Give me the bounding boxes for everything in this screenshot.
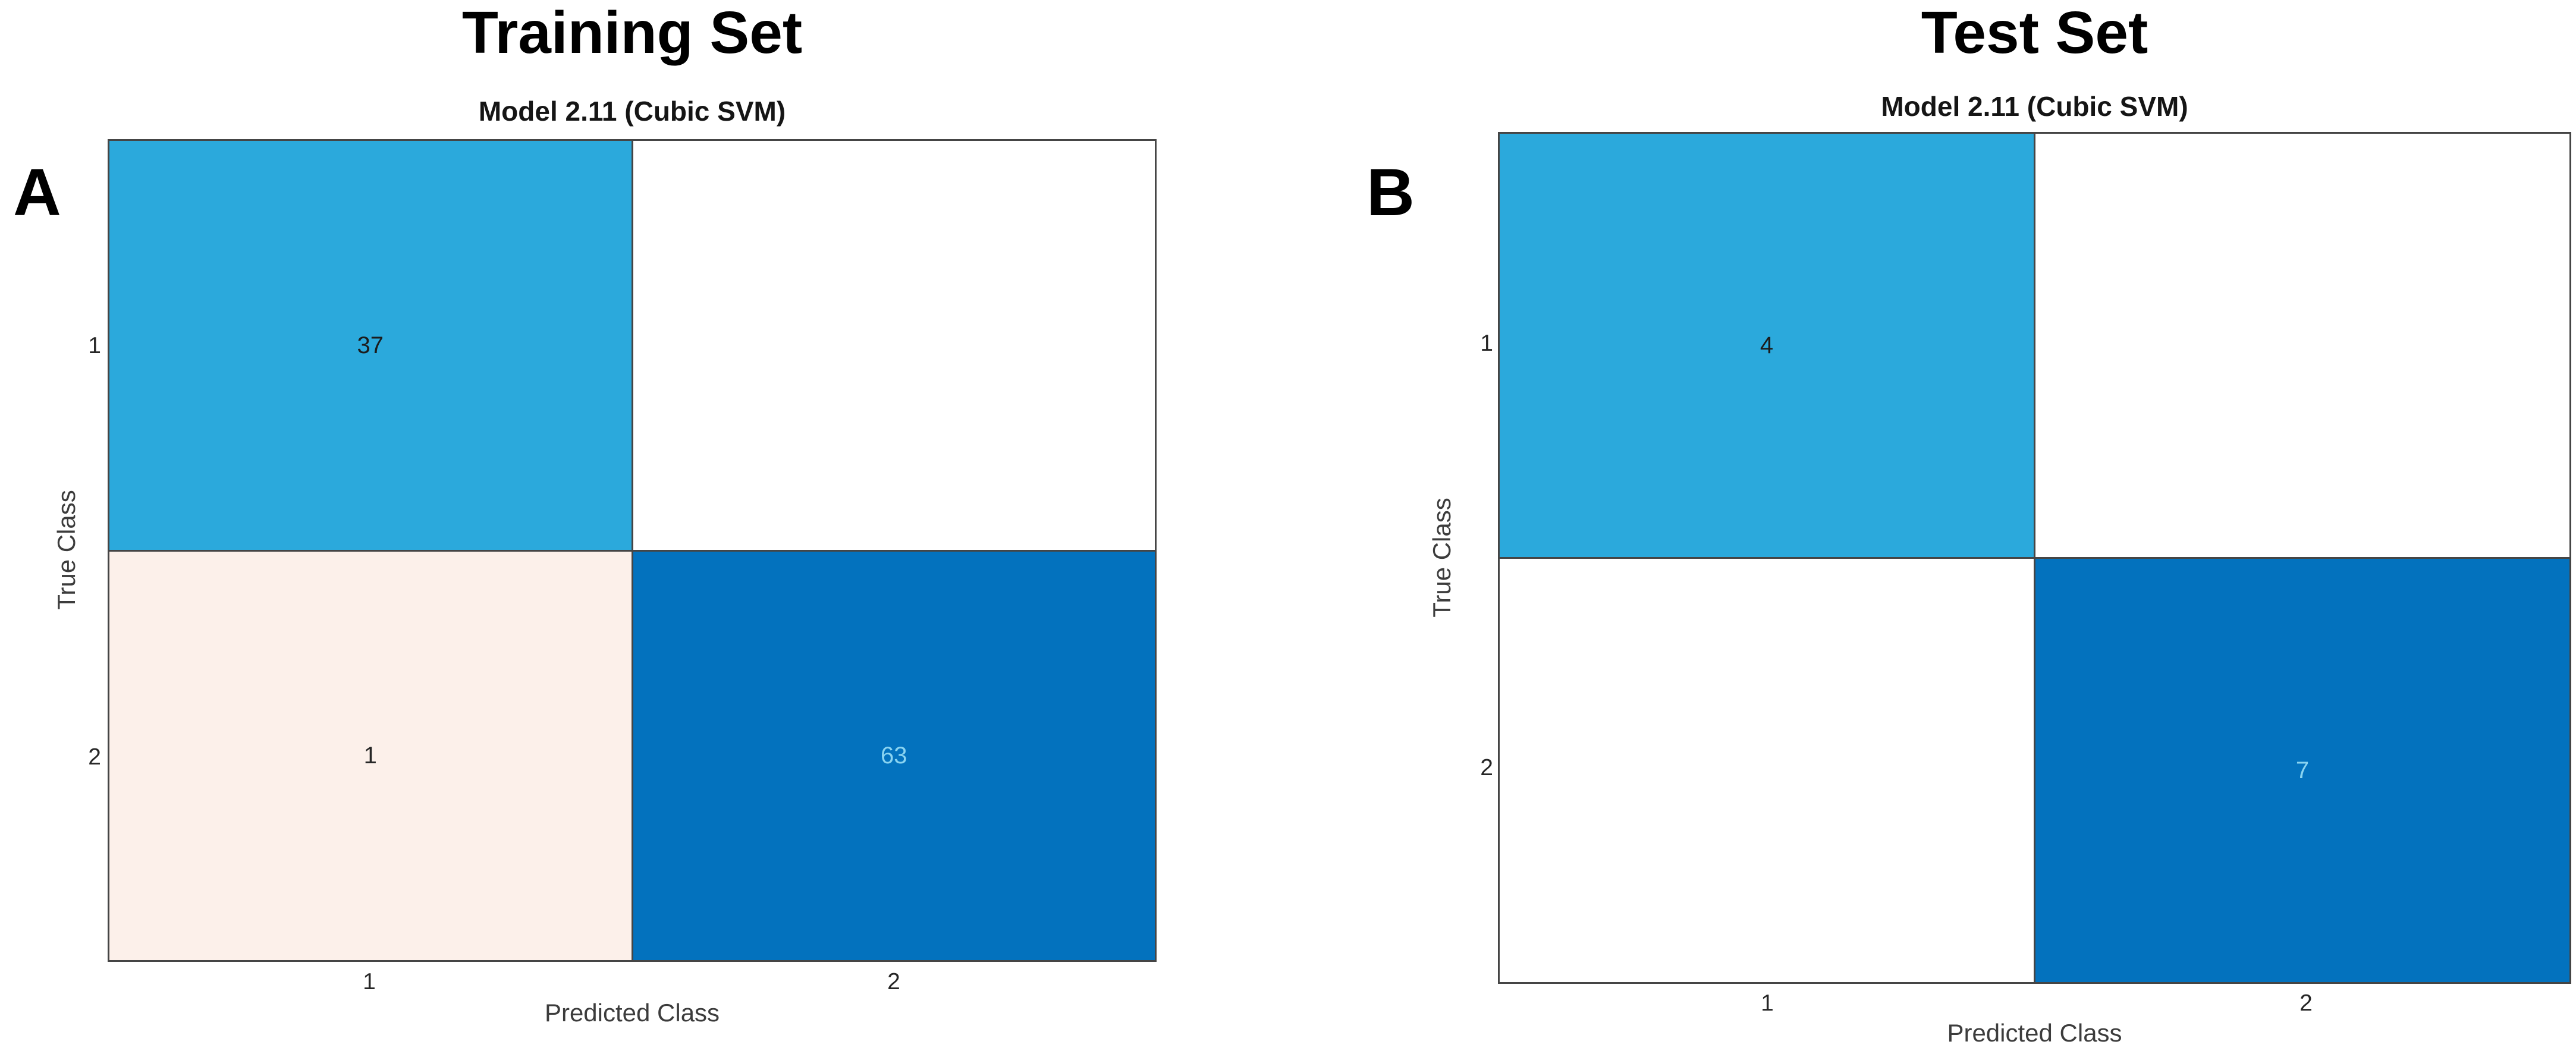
test-cell-true2-pred1 xyxy=(1500,559,2034,982)
training-xlabel: Predicted Class xyxy=(544,999,720,1027)
test-ylabel: True Class xyxy=(1428,498,1456,618)
panel-label-b: B xyxy=(1366,155,1415,229)
test-cell-true2-pred2: 7 xyxy=(2035,559,2569,982)
test-model-subtitle: Model 2.11 (Cubic SVM) xyxy=(1881,91,2188,122)
test-ytick-2: 2 xyxy=(1480,755,1493,781)
panel-label-a: A xyxy=(13,155,61,229)
training-cell-true2-pred2: 63 xyxy=(633,551,1155,960)
training-xtick-1: 1 xyxy=(363,969,376,995)
training-confusion-matrix: 37 1 63 xyxy=(108,139,1157,962)
training-xtick-2: 2 xyxy=(887,969,900,995)
test-xtick-2: 2 xyxy=(2299,990,2313,1016)
training-cell-true1-pred1: 37 xyxy=(109,141,632,550)
test-ytick-1: 1 xyxy=(1480,331,1493,356)
training-set-title: Training Set xyxy=(461,0,803,66)
training-model-subtitle: Model 2.11 (Cubic SVM) xyxy=(478,96,786,127)
test-cell-true1-pred2 xyxy=(2035,134,2569,557)
test-confusion-matrix: 4 7 xyxy=(1498,132,2571,984)
test-cell-true1-pred1: 4 xyxy=(1500,134,2034,557)
training-cell-true1-pred2 xyxy=(633,141,1155,550)
training-ytick-2: 2 xyxy=(88,744,101,770)
test-set-title: Test Set xyxy=(1921,0,2148,66)
training-ylabel: True Class xyxy=(52,490,80,610)
test-xlabel: Predicted Class xyxy=(1947,1019,2122,1047)
training-cell-true2-pred1: 1 xyxy=(109,551,632,960)
training-ytick-1: 1 xyxy=(88,333,101,358)
test-xtick-1: 1 xyxy=(1761,990,1774,1016)
